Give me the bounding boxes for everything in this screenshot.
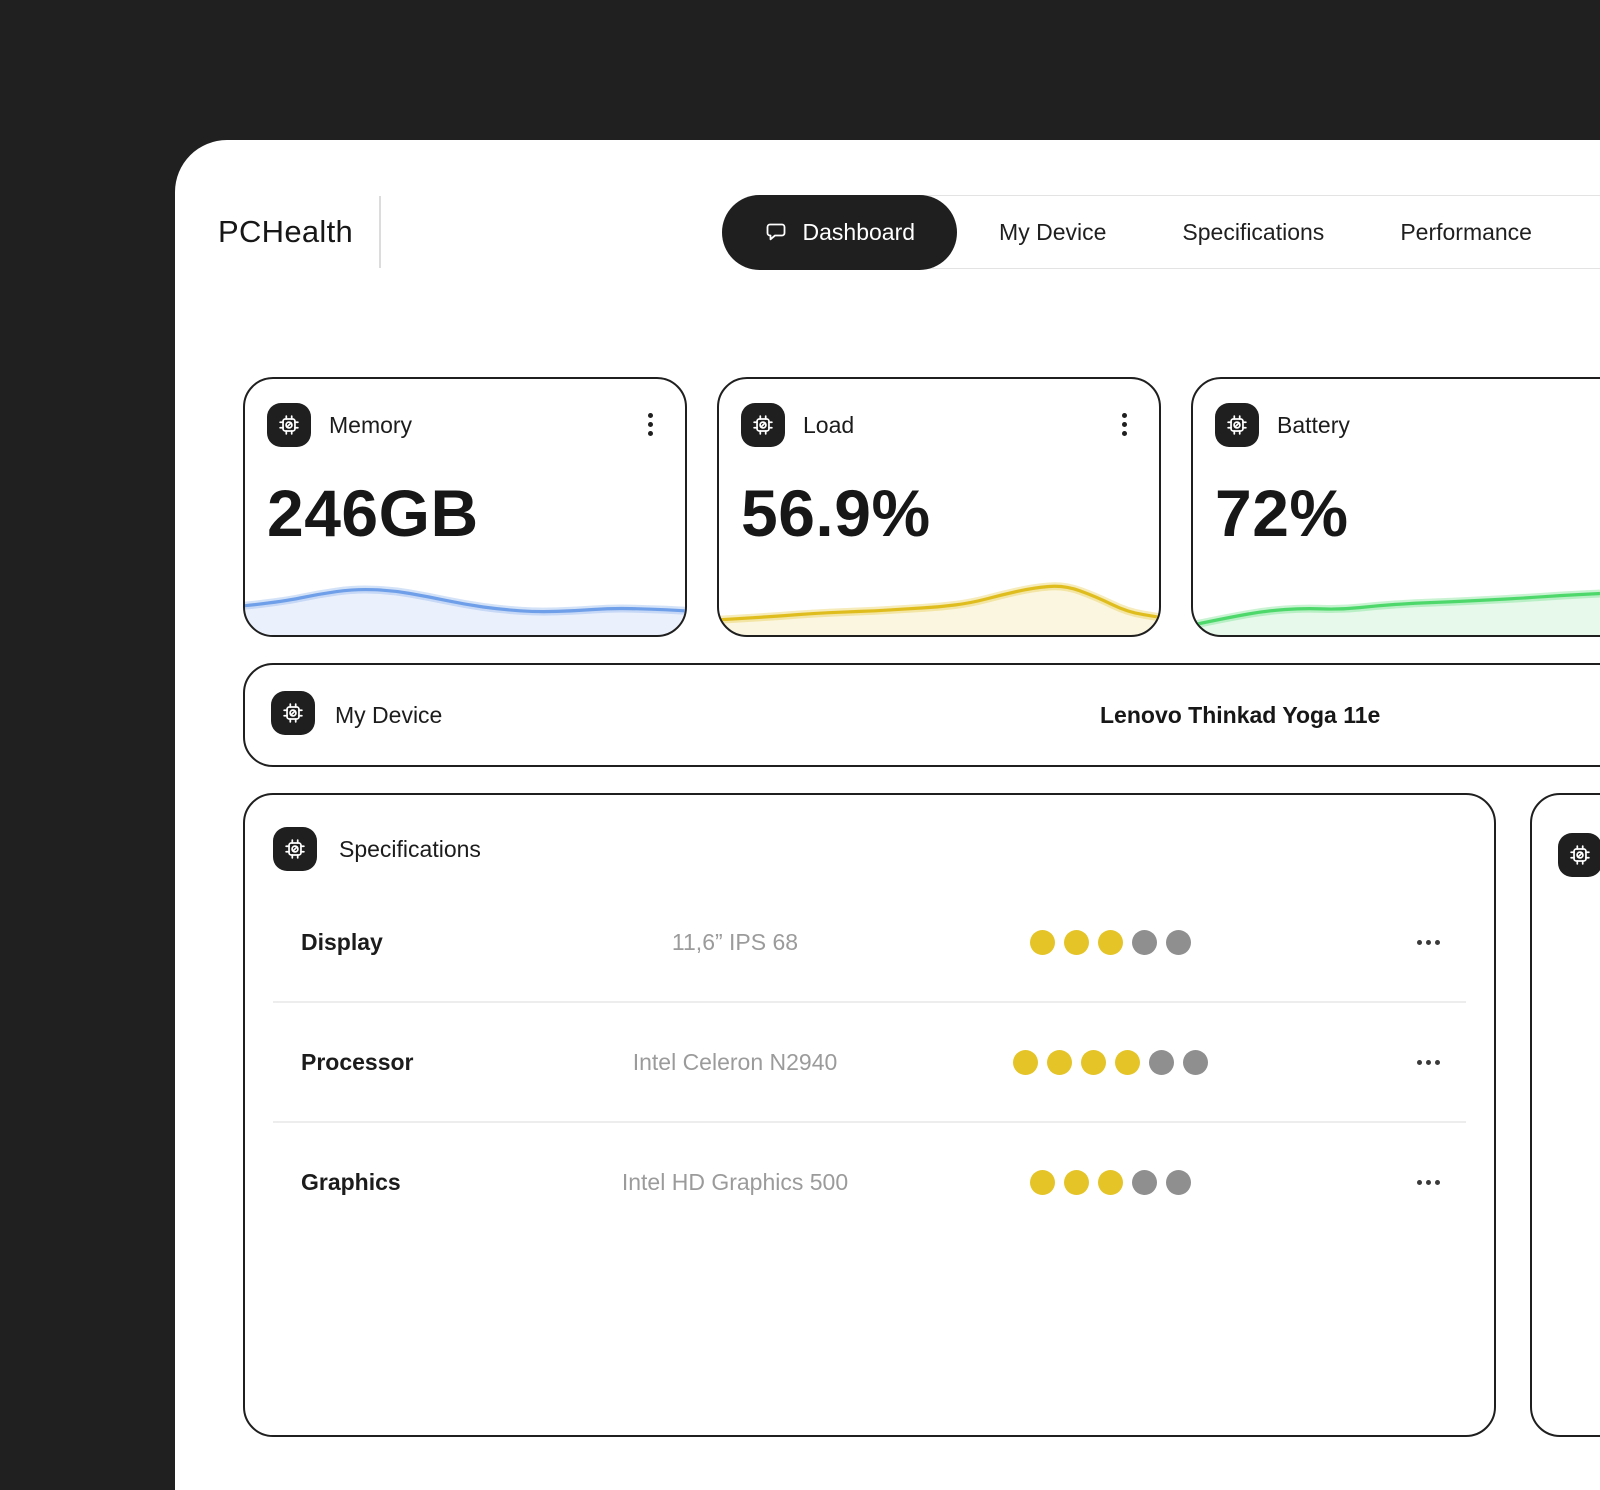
kebab-menu-icon[interactable] [644,409,657,440]
memory-card: Memory 246GB [243,377,687,637]
stats-row: Memory 246GB Load 56.9% [243,377,1600,637]
spec-row-display: Display 11,6” IPS 68 [245,883,1494,1001]
load-card: Load 56.9% [717,377,1161,637]
spec-row-label: Graphics [301,1169,401,1195]
device-bar-label: My Device [335,702,443,728]
stat-label: Battery [1277,412,1350,438]
nav-item-label: Performance [1400,218,1532,245]
spec-row-value: 11,6” IPS 68 [671,929,799,955]
stat-label: Load [803,412,855,438]
chip-icon [271,691,315,735]
specifications-card: Specifications Display 11,6” IPS 68 Proc… [243,793,1496,1437]
memory-value: 246GB [267,476,479,550]
battery-value: 72% [1215,476,1349,550]
rating-dots [985,1123,1235,1241]
app-window: PCHealth Dashboard My Device Specificati… [175,140,1600,1490]
specifications-title: Specifications [339,836,481,862]
nav-item-specifications[interactable]: Specifications [1144,219,1362,246]
chip-icon [1215,403,1259,447]
nav-item-dashboard[interactable]: Dashboard [721,194,958,270]
app-logo: PCHealth [218,214,354,249]
spec-row-value: Intel Celeron N2940 [632,1049,838,1075]
nav-item-my-device[interactable]: My Device [961,219,1144,246]
row-menu-icon[interactable] [1411,1123,1446,1241]
stat-label: Memory [329,412,413,438]
main-nav: Dashboard My Device Specifications Perfo… [721,194,1600,270]
memory-sparkline [245,585,685,635]
kebab-menu-icon[interactable] [1118,409,1131,440]
rating-dots [985,1003,1235,1121]
side-card-partial [1530,793,1600,1437]
spec-row-label: Processor [301,1049,414,1075]
nav-item-label: Dashboard [802,218,916,245]
battery-card: Battery 72% [1191,377,1600,637]
row-menu-icon[interactable] [1411,883,1446,1001]
row-menu-icon[interactable] [1411,1003,1446,1121]
row-divider [273,1121,1466,1123]
spec-row-label: Display [301,929,383,955]
logo-divider [379,196,381,268]
chip-icon [267,403,311,447]
rating-dots [985,883,1235,1001]
device-bar: My Device Lenovo Thinkad Yoga 11e [243,663,1600,767]
chip-icon [741,403,785,447]
spec-rows: Display 11,6” IPS 68 Processor Intel Cel… [245,883,1494,1241]
device-name: Lenovo Thinkad Yoga 11e [1100,702,1381,728]
load-value: 56.9% [741,476,931,550]
nav-item-label: My Device [999,218,1107,245]
spec-row-value: Intel HD Graphics 500 [621,1169,849,1195]
dashboard-chat-icon [766,223,785,241]
battery-sparkline [1193,589,1600,635]
chip-icon [273,827,317,871]
chip-icon [1558,833,1600,877]
nav-item-label: Specifications [1182,218,1325,245]
load-sparkline [719,582,1159,635]
nav-item-performance[interactable]: Performance [1362,219,1570,246]
spec-row-graphics: Graphics Intel HD Graphics 500 [245,1123,1494,1241]
row-divider [273,1001,1466,1003]
spec-row-processor: Processor Intel Celeron N2940 [245,1003,1494,1121]
